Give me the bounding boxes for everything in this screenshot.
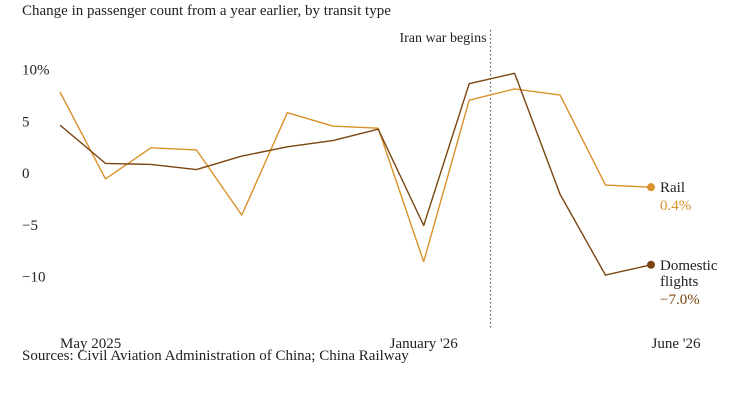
y-tick-label: 10% xyxy=(22,63,50,79)
series-lines xyxy=(59,72,655,276)
x-tick-label: June '26 xyxy=(652,336,701,352)
series-value-label: 0.4% xyxy=(660,198,691,214)
series-name-label: Rail xyxy=(660,180,685,196)
event-annotation: Iran war begins xyxy=(399,30,492,330)
y-tick-label: 5 xyxy=(22,114,30,130)
x-tick-label: May 2025 xyxy=(60,336,121,352)
y-axis-ticks: 10% 5 0 −5 −10 xyxy=(22,63,50,286)
series-name-label: Domestic xyxy=(660,258,718,274)
x-axis-ticks: May 2025 January '26 June '26 xyxy=(60,336,701,352)
series-name-label: flights xyxy=(660,274,698,290)
series-line-rail xyxy=(59,88,652,263)
y-tick-label: −5 xyxy=(22,218,38,234)
source-note: Sources: Civil Aviation Administration o… xyxy=(22,348,409,364)
data-point xyxy=(647,260,655,269)
y-tick-label: 0 xyxy=(22,166,30,182)
annotation-label: Iran war begins xyxy=(399,31,486,46)
data-point xyxy=(647,183,655,192)
y-tick-label: −10 xyxy=(22,270,45,286)
series-line-domestic-flights xyxy=(59,72,652,276)
chart-title: Change in passenger count from a year ea… xyxy=(22,3,391,19)
x-tick-label: January '26 xyxy=(390,336,459,352)
series-value-label: −7.0% xyxy=(660,292,700,308)
